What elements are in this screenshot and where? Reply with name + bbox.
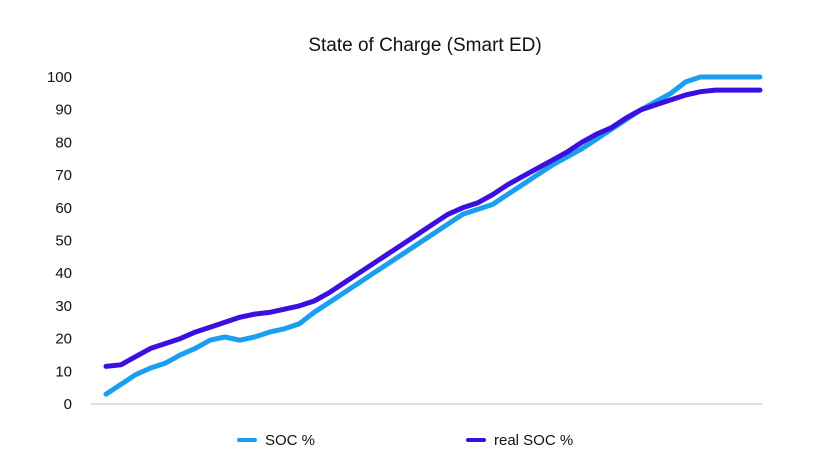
series-line-0 [103,74,763,397]
chart-title: State of Charge (Smart ED) [308,35,541,56]
series-layer [103,74,763,397]
y-tick-label: 40 [55,265,72,282]
y-tick-label: 90 [55,102,72,119]
series-line-1 [103,87,763,369]
legend-label-0: SOC % [265,432,315,449]
legend: SOC % real SOC % [237,432,573,449]
y-tick-label: 20 [55,331,72,348]
y-tick-label: 10 [55,363,72,380]
y-tick-label: 100 [47,69,72,86]
y-tick-label: 30 [55,298,72,315]
y-tick-label: 50 [55,233,72,250]
y-tick-label: 0 [64,396,72,413]
y-axis-ticks: 0 10 20 30 40 50 60 70 80 90 100 [47,69,72,413]
y-tick-label: 70 [55,167,72,184]
legend-label-1: real SOC % [494,432,573,449]
y-tick-label: 60 [55,200,72,217]
y-tick-label: 80 [55,134,72,151]
